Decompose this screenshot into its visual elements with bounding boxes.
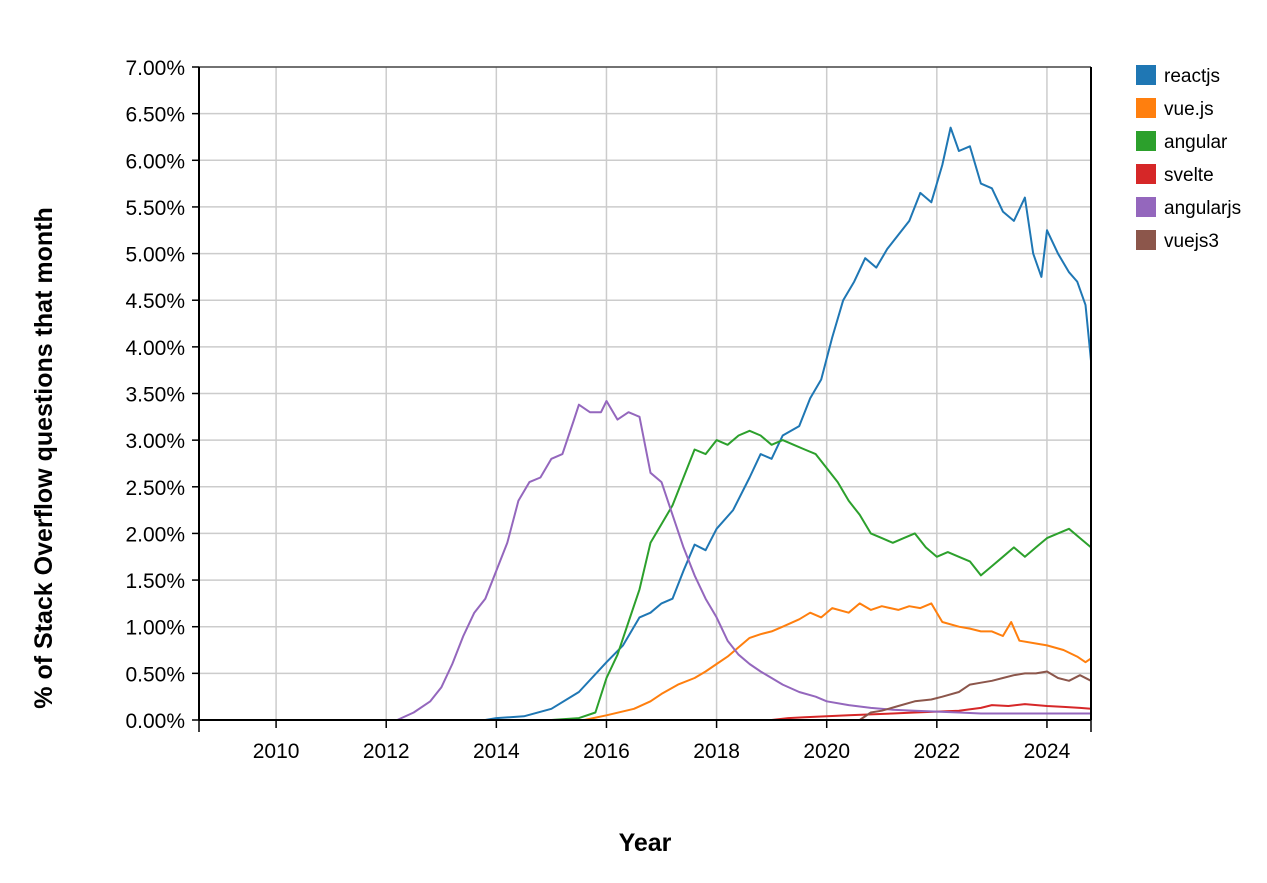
grid-layer — [199, 66, 1091, 721]
series-line-angularjs — [199, 400, 1091, 721]
x-tick-label: 2018 — [693, 740, 740, 763]
x-tick-label: 2010 — [253, 740, 300, 763]
y-axis-title: % of Stack Overflow questions that month — [30, 207, 58, 708]
y-tick-label: 5.50% — [125, 197, 185, 220]
legend-label: angularjs — [1164, 198, 1241, 219]
legend-swatch — [1136, 65, 1156, 85]
series-line-vue-js — [199, 602, 1092, 721]
y-tick-label: 4.00% — [125, 337, 185, 360]
series-line-angular — [199, 429, 1092, 721]
series-line-reactjs — [199, 126, 1092, 721]
y-tick-label: 2.00% — [125, 523, 185, 546]
legend-swatch — [1136, 230, 1156, 250]
y-tick-label: 0.50% — [125, 663, 185, 686]
y-tick-label: 2.50% — [125, 477, 185, 500]
y-tick-label: 5.00% — [125, 244, 185, 267]
x-tick-label: 2012 — [363, 740, 410, 763]
x-tick-label: 2014 — [473, 740, 520, 763]
y-tick-label: 3.00% — [125, 430, 185, 453]
series-layer — [199, 126, 1092, 721]
legend-label: angular — [1164, 132, 1228, 153]
legend-swatch — [1136, 197, 1156, 217]
x-tick-label: 2020 — [803, 740, 850, 763]
legend: reactjs vue.js angular svelte angularjs vuejs… — [1136, 65, 1241, 252]
legend-label: vue.js — [1164, 99, 1214, 120]
series-line-vuejs3 — [199, 670, 1092, 721]
legend-swatch — [1136, 164, 1156, 184]
y-tick-label: 7.00% — [125, 57, 185, 80]
legend-swatch — [1136, 131, 1156, 151]
legend-swatch — [1136, 98, 1156, 118]
x-tick-label: 2016 — [583, 740, 630, 763]
y-tick-label: 6.00% — [125, 150, 185, 173]
y-tick-label: 1.50% — [125, 570, 185, 593]
legend-label: vuejs3 — [1164, 231, 1219, 252]
x-tick-label: 2024 — [1024, 740, 1071, 763]
x-axis-title: Year — [619, 829, 672, 857]
legend-label: svelte — [1164, 165, 1214, 186]
axes-layer: 0.00% 0.50% 1.00% 1.50% 2.00% 2.50% 3.00% 3.50%… — [125, 57, 1092, 763]
y-tick-label: 3.50% — [125, 384, 185, 407]
legend-label: reactjs — [1164, 66, 1220, 87]
x-tick-label: 2022 — [913, 740, 960, 763]
y-tick-label: 0.00% — [125, 710, 185, 733]
y-tick-label: 6.50% — [125, 104, 185, 127]
y-tick-label: 1.00% — [125, 617, 185, 640]
y-tick-label: 4.50% — [125, 290, 185, 313]
